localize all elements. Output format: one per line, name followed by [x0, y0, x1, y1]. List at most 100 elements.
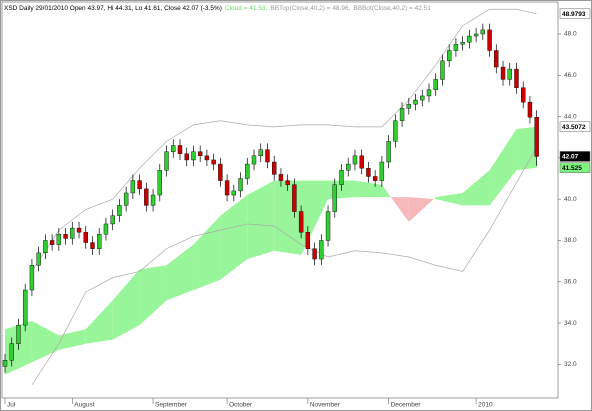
candle-body [16, 324, 21, 344]
candle-body [393, 120, 398, 142]
candle-body [9, 343, 14, 361]
candle-body [332, 184, 337, 212]
candle-body [460, 42, 465, 45]
candle-body [325, 211, 331, 241]
candle-body [123, 192, 129, 206]
x-tick-label: December [391, 402, 422, 409]
candle-body [352, 155, 358, 165]
x-tick-label: November [310, 402, 341, 409]
candle-body [453, 44, 459, 51]
y-tick-label: 44.0 [564, 113, 577, 120]
price-label: 43.5072 [562, 124, 586, 131]
candle-body [211, 159, 216, 165]
candle-body [191, 151, 196, 161]
x-tick-label: September [155, 402, 188, 409]
candle-body [366, 168, 371, 177]
candle-body [184, 153, 189, 161]
candle-body [346, 163, 351, 171]
candle-body [224, 180, 230, 196]
candle-body [157, 170, 162, 196]
candle-body [305, 232, 311, 249]
candle-body [386, 141, 391, 163]
candle-body [406, 104, 411, 109]
cloud [381, 184, 391, 198]
candle-body [22, 289, 28, 326]
candle-body [534, 117, 539, 157]
candle-body [413, 99, 418, 105]
candle-body [433, 79, 438, 90]
candle-body [507, 68, 512, 80]
candle-body [278, 174, 284, 181]
candle-body [426, 89, 432, 97]
candle-body [527, 101, 533, 118]
chart-title: XSD Daily 29/01/2010 Open 43.97, Hi 44.3… [4, 5, 431, 12]
price-label: 42.07 [562, 154, 579, 161]
cloud [166, 244, 194, 301]
candle-body [97, 234, 102, 249]
cloud [435, 192, 463, 206]
candle-body [272, 161, 277, 175]
price-label-box [559, 8, 591, 20]
cloud [193, 215, 221, 291]
candle-body [150, 194, 156, 206]
title-part: Cloud = 41.53, [225, 5, 268, 12]
candle-body [83, 232, 88, 243]
candle-body [372, 176, 378, 181]
y-tick-label: 48.0 [564, 31, 577, 38]
candle-body [56, 234, 62, 245]
candle-body [258, 149, 263, 157]
candle-body [204, 155, 210, 161]
candle-body [231, 190, 237, 196]
cloud [408, 197, 434, 222]
title-part: XSD Daily 29/01/2010 Open 43.97, Hi 44.3… [4, 5, 222, 12]
cloud [139, 265, 167, 326]
candle-body [440, 60, 445, 80]
candle-body [251, 155, 257, 165]
cloud [390, 197, 409, 222]
candle-body [521, 87, 526, 103]
candle-body [319, 240, 324, 260]
cloud [489, 128, 517, 206]
candle-body [467, 35, 472, 43]
candle-body [63, 234, 68, 239]
candle-body [494, 50, 499, 68]
cloud [112, 269, 140, 340]
candle-body [117, 205, 122, 216]
candle-body [177, 145, 183, 154]
price-label: 41.525 [562, 165, 582, 172]
candle-body [130, 180, 136, 194]
candle-body [359, 155, 364, 169]
cloud [220, 195, 248, 280]
price-label: 48.9793 [562, 11, 586, 18]
candle-body [339, 170, 344, 185]
cloud [85, 300, 113, 344]
y-tick-label: 38.0 [564, 237, 577, 244]
bollinger-band [31, 147, 537, 386]
candle-body [110, 215, 115, 225]
candle-body [500, 66, 506, 80]
price-label-box [559, 121, 591, 133]
x-tick-label: October [229, 402, 253, 409]
x-tick-label: Jul [7, 402, 16, 409]
title-part: BBTop(Close,40,2) = 48.96, [270, 5, 350, 12]
candle-body [90, 242, 95, 249]
bollinger-band [31, 8, 537, 272]
candle-body [144, 188, 149, 206]
y-tick-label: 32.0 [564, 361, 577, 368]
cloud [247, 180, 275, 260]
candle-body [2, 360, 8, 367]
candle-body [446, 50, 452, 62]
candle-body [197, 151, 203, 157]
candle-body [164, 151, 169, 171]
candle-body [399, 108, 405, 121]
cloud [274, 180, 302, 255]
cloud [516, 126, 537, 171]
price-label-box [559, 151, 591, 162]
candle-body [480, 29, 486, 35]
candle-body [43, 240, 48, 254]
x-tick-label: August [74, 402, 94, 409]
candle-body [218, 163, 223, 181]
y-tick-label: 36.0 [564, 278, 577, 285]
cloud [31, 320, 59, 363]
